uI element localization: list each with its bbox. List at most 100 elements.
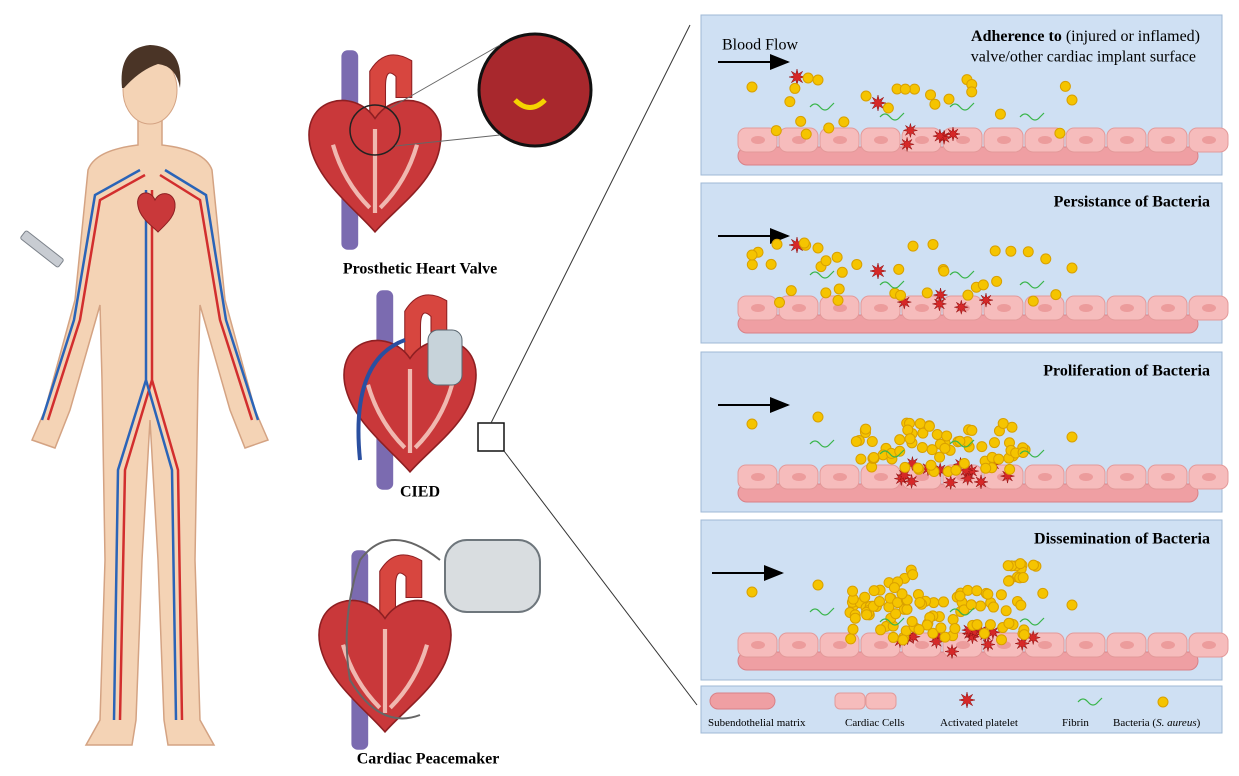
legend-label: Bacteria (S. aureus) bbox=[1113, 717, 1201, 729]
cell-nucleus bbox=[792, 304, 806, 312]
cell-nucleus bbox=[833, 641, 847, 649]
fibrin bbox=[949, 270, 975, 279]
cell-nucleus bbox=[751, 641, 765, 649]
bacterium bbox=[906, 616, 918, 628]
cell-nucleus bbox=[833, 304, 847, 312]
zoom-line bbox=[389, 44, 501, 109]
fibrin bbox=[1019, 112, 1045, 121]
bacterium bbox=[976, 441, 988, 453]
cied-device bbox=[427, 329, 463, 386]
bacterium bbox=[812, 242, 824, 254]
platelet bbox=[945, 126, 961, 142]
bacterium bbox=[1002, 560, 1014, 572]
bacterium bbox=[912, 462, 924, 474]
body-silhouette bbox=[30, 119, 270, 746]
zoom-line bbox=[394, 134, 501, 147]
bacterium bbox=[1022, 246, 1034, 258]
bacterium bbox=[949, 623, 961, 635]
bacterium bbox=[851, 258, 863, 270]
heart-chambers bbox=[340, 629, 430, 713]
bacterium bbox=[904, 433, 916, 445]
cell-nucleus bbox=[1120, 304, 1134, 312]
bacterium bbox=[997, 417, 1009, 429]
bacterium bbox=[882, 102, 894, 114]
bacterium bbox=[746, 586, 758, 598]
fibrin bbox=[809, 439, 835, 448]
bacterium bbox=[947, 614, 959, 626]
bacterium bbox=[1157, 696, 1169, 708]
legend-cell bbox=[865, 692, 897, 710]
cell-nucleus bbox=[915, 641, 929, 649]
cell-nucleus bbox=[1120, 641, 1134, 649]
bacterium bbox=[893, 263, 905, 275]
platelet bbox=[980, 637, 996, 652]
cell-nucleus bbox=[1038, 304, 1052, 312]
legend-label: Cardiac Cells bbox=[845, 717, 905, 729]
legend: Subendothelial matrix Cardiac Cells Activa… bbox=[700, 685, 1223, 734]
bacterium bbox=[899, 461, 911, 473]
bacterium bbox=[802, 72, 814, 84]
device-label: Cardiac Peacemaker bbox=[357, 751, 500, 768]
bacterium bbox=[923, 420, 935, 432]
bacterium bbox=[927, 238, 939, 250]
bacterium bbox=[845, 633, 857, 645]
title-bold: Adherence to bbox=[971, 28, 1062, 45]
bacterium bbox=[939, 442, 951, 454]
cell-nucleus bbox=[874, 641, 888, 649]
bacterium bbox=[771, 238, 783, 250]
bacterium bbox=[820, 255, 832, 267]
platelet bbox=[869, 94, 887, 112]
bacterium bbox=[820, 287, 832, 299]
fibrin bbox=[809, 270, 835, 279]
cell-nucleus bbox=[1202, 641, 1216, 649]
bacterium bbox=[887, 631, 899, 643]
bacterium bbox=[1014, 558, 1026, 570]
stage-panel: Proliferation of Bacteria bbox=[700, 351, 1229, 513]
cell-nucleus bbox=[874, 304, 888, 312]
bacterium bbox=[789, 82, 801, 94]
platelet bbox=[958, 691, 976, 709]
bacterium bbox=[966, 424, 978, 436]
bacterium bbox=[980, 462, 992, 474]
bacterium bbox=[894, 434, 906, 446]
cell-nucleus bbox=[1038, 473, 1052, 481]
platelet bbox=[932, 296, 947, 311]
bacterium bbox=[1054, 127, 1066, 139]
legend-text: ) bbox=[1197, 717, 1201, 729]
platelet bbox=[944, 644, 960, 659]
bacterium bbox=[958, 457, 970, 469]
bacterium bbox=[746, 81, 758, 93]
cell-nucleus bbox=[1079, 473, 1093, 481]
bacterium bbox=[868, 585, 880, 597]
bacterium bbox=[1027, 295, 1039, 307]
fibrin bbox=[1019, 449, 1045, 458]
stage-panel: Persistance of Bacteria bbox=[700, 182, 1229, 344]
bacterium bbox=[785, 285, 797, 297]
bacterium bbox=[913, 624, 925, 636]
bacterium bbox=[895, 289, 907, 301]
bacterium bbox=[950, 464, 962, 476]
bacterium bbox=[995, 589, 1007, 601]
cell-nucleus bbox=[1202, 473, 1216, 481]
bacterium bbox=[765, 258, 777, 270]
cell-nucleus bbox=[792, 473, 806, 481]
platelet bbox=[903, 123, 918, 138]
bacterium bbox=[1000, 605, 1012, 617]
bacterium bbox=[849, 612, 861, 624]
bacterium bbox=[994, 108, 1006, 120]
cell-nucleus bbox=[1038, 136, 1052, 144]
bacterium bbox=[907, 569, 919, 581]
cell-nucleus bbox=[1161, 136, 1175, 144]
bacterium bbox=[939, 631, 951, 643]
bacterium bbox=[978, 627, 990, 639]
heart-chambers bbox=[330, 129, 420, 213]
bacterium bbox=[987, 601, 999, 613]
legend-text: Bacteria ( bbox=[1113, 717, 1156, 729]
cell-nucleus bbox=[751, 473, 765, 481]
heart-chambers bbox=[365, 369, 455, 453]
artery bbox=[46, 173, 254, 721]
cell-nucleus bbox=[915, 136, 929, 144]
bacterium bbox=[812, 74, 824, 86]
bacterium bbox=[838, 116, 850, 128]
stage-title: Adherence to (injured or inflamed) bbox=[971, 28, 1200, 45]
